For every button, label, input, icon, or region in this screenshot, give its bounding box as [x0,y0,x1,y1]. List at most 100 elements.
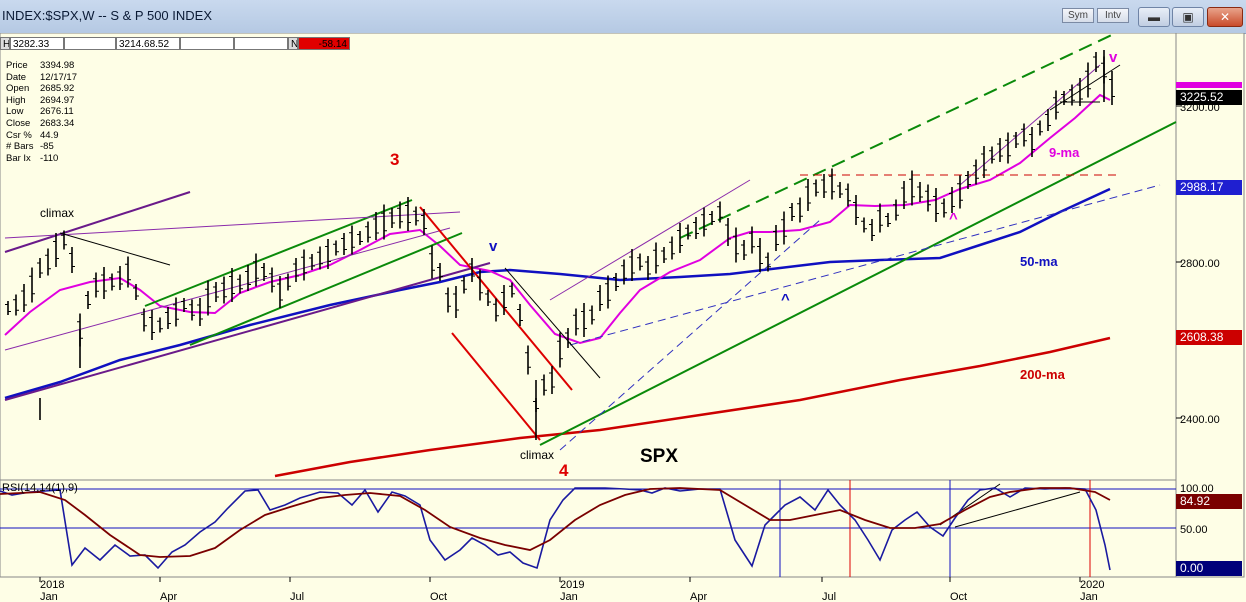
channel-purple-thin-2 [4,227,451,351]
price-bar [1109,71,1115,105]
price-bar [485,290,491,306]
price-bar [453,286,459,318]
quote-empty-3 [234,37,288,50]
price-bar [13,294,19,316]
price-bar [597,285,603,311]
price-bar [133,284,139,300]
price-bar [421,209,427,235]
price-bar [765,252,771,272]
price-label-ma200: 2608.38 [1176,330,1242,345]
data-window-row: Price 3394.98 [6,60,77,72]
price-bars [5,50,1115,440]
price-bar [93,272,99,298]
price-bar [757,238,763,272]
price-bar [213,282,219,302]
close-button[interactable]: ✕ [1207,7,1243,27]
price-bar [5,301,11,315]
blue-dashed-trend-2 [569,184,1161,346]
price-bar [893,199,899,221]
rsi-signal-line [0,487,1111,558]
annotation-v-right: v [1109,49,1118,66]
price-bar [1053,90,1059,120]
price-bar [157,317,163,333]
price-bar [717,201,723,223]
blue-dashed-trend [559,219,821,451]
price-label-current: 3225.52 [1176,90,1242,105]
data-window-value: 12/17/17 [40,71,77,83]
minimize-icon: ▬ [1148,10,1160,24]
price-bar [541,374,547,396]
price-bar [165,307,171,329]
price-bar [253,253,259,287]
symbol-button[interactable]: Sym [1062,8,1094,23]
price-bar [317,246,323,270]
price-bar [437,263,443,281]
ma200-line [274,336,1111,478]
red-channel-lower [451,332,541,441]
price-label-ma50: 2988.17 [1176,180,1242,195]
price-bar [381,204,387,240]
time-month-label: Jul [290,591,304,602]
interval-button-label: Intv [1104,10,1122,21]
price-bar [101,267,107,299]
price-bar [1013,132,1019,148]
annotation-caret-2: ^ [949,210,958,227]
price-bar [29,267,35,303]
price-tick-2400: 2400.00 [1180,414,1220,426]
price-chart[interactable]: climax climax 3 4 v v ^ ^ SPX 9-ma 50-ma… [0,33,1246,602]
annotation-spx: SPX [640,446,678,467]
price-bar [221,276,227,304]
price-bar [885,213,891,227]
data-window-row: Date 12/17/17 [6,72,77,84]
price-bar [293,258,299,282]
price-tick-2800: 2800.00 [1180,258,1220,270]
price-bar [869,219,875,241]
price-bar [693,217,699,239]
price-bar [229,268,235,302]
data-window-row: Csr % 44.9 [6,130,77,142]
quote-bar: H 3282.33 3214.68.52 N -58.14 [0,37,350,50]
quote-h-label: H [0,37,10,50]
data-window-row: Low 2676.11 [6,106,77,118]
time-month-label: Jan [560,591,578,602]
price-bar [853,195,859,225]
quote-empty-2 [180,37,234,50]
price-bar [797,197,803,223]
price-bar [389,208,395,228]
price-bar [645,256,651,280]
price-bar [773,225,779,251]
price-bar [725,218,731,246]
price-bar [1037,120,1043,136]
price-bar [477,269,483,301]
price-bar [237,274,243,294]
price-bar [357,231,363,245]
price-bar [557,332,563,368]
restore-button[interactable]: ▣ [1172,7,1204,27]
data-window-key: High [6,94,26,106]
chart-area[interactable]: climax climax 3 4 v v ^ ^ SPX 9-ma 50-ma… [0,33,1246,602]
price-bar [37,258,43,278]
symbol-button-label: Sym [1068,10,1088,21]
label-ma200: 200-ma [1020,367,1066,382]
price-bar [965,171,971,189]
interval-button[interactable]: Intv [1097,8,1129,23]
quote-low: 3214.68.52 [116,37,180,50]
price-bar [365,221,371,243]
price-bar [821,174,827,198]
annotation-climax-bottom: climax [520,448,554,462]
price-bar [85,291,91,309]
price-bar [549,366,555,394]
price-bar [341,233,347,255]
data-window-value: -85 [40,141,54,153]
minimize-button[interactable]: ▬ [1138,7,1170,27]
price-bar [21,284,27,312]
price-bar [837,182,843,198]
price-bar [333,240,339,256]
price-bar [205,280,211,316]
data-window-value: 3394.98 [40,60,75,71]
price-bar [1061,91,1067,105]
price-bar [397,201,403,229]
price-bar [653,242,659,274]
price-bar [941,198,947,218]
